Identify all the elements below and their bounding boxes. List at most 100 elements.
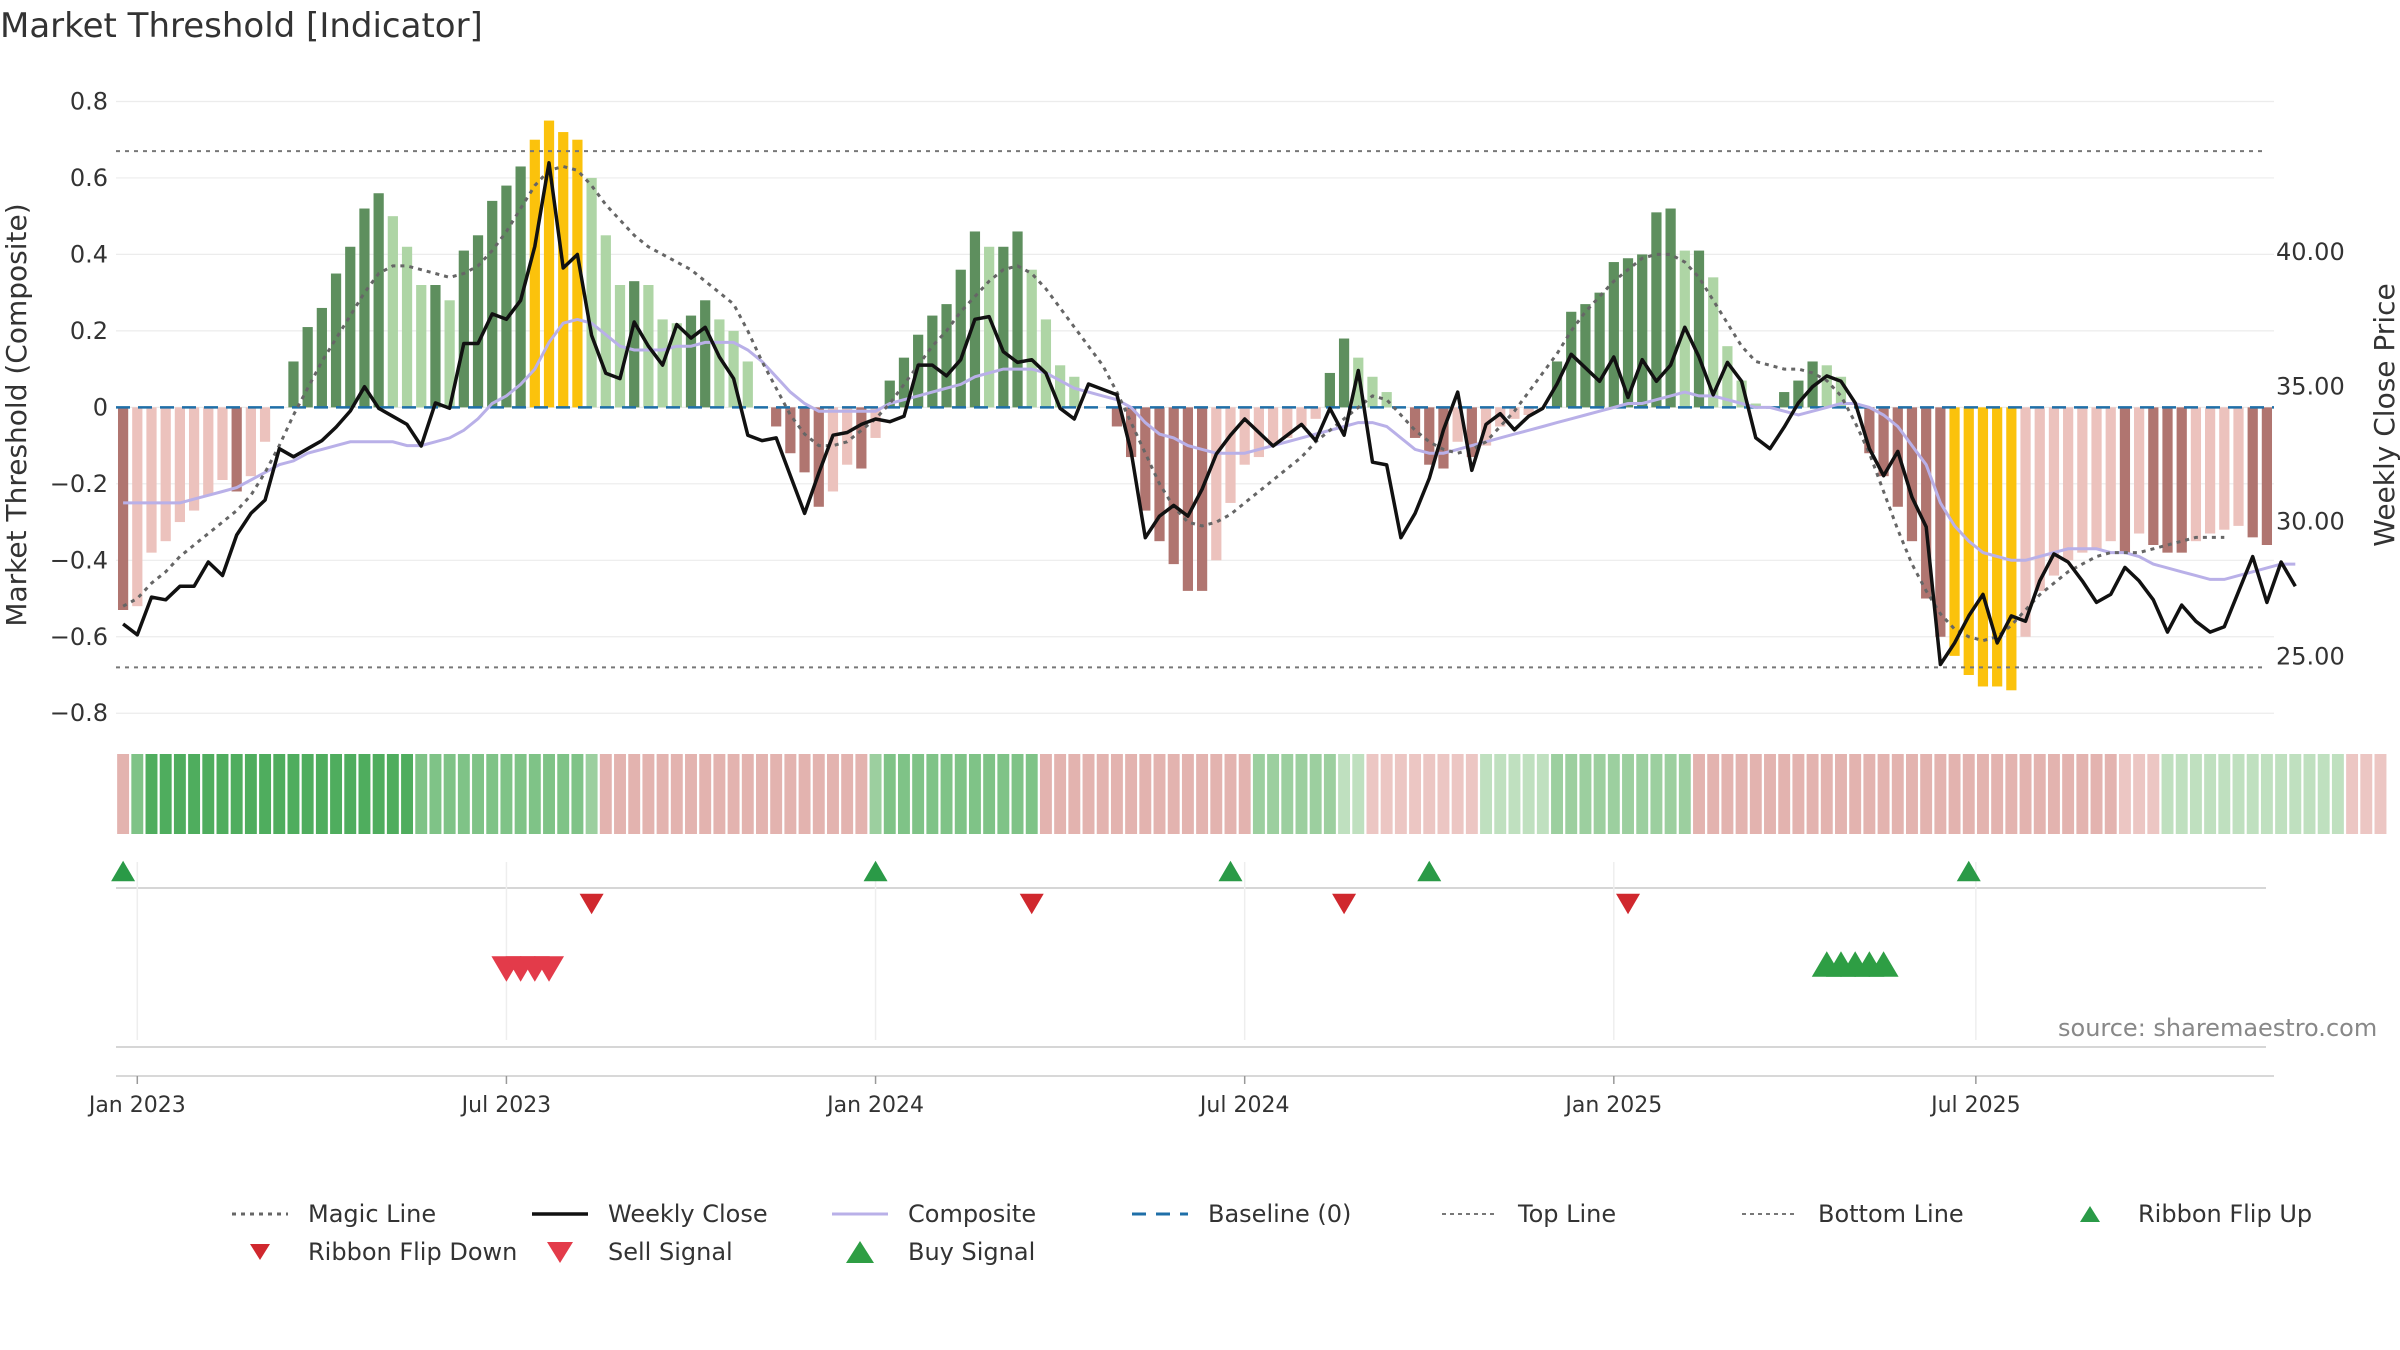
composite-bar xyxy=(188,407,200,511)
ribbon-cell xyxy=(1068,754,1081,834)
composite-bar xyxy=(387,216,398,408)
composite-bar xyxy=(1992,407,2003,687)
ribbon-cell xyxy=(2033,754,2046,834)
ribbon-cell xyxy=(500,754,513,834)
ribbon-cell xyxy=(685,754,697,834)
composite-bar xyxy=(1580,304,1591,408)
ribbon-cell xyxy=(883,754,896,834)
composite-bar xyxy=(1026,269,1037,408)
ribbon-cell xyxy=(159,754,172,834)
composite-bar xyxy=(1225,407,1236,503)
composite-bar xyxy=(1750,403,1761,408)
x-tick-label: Jul 2025 xyxy=(1929,1093,2021,1118)
ribbon-cell xyxy=(259,754,272,834)
ribbon-cell xyxy=(1636,754,1649,834)
ribbon-cell xyxy=(230,754,243,834)
composite-bar xyxy=(1196,407,1208,591)
composite-bar xyxy=(1921,407,1932,599)
ribbon-cell xyxy=(1835,754,1847,834)
ribbon-cell xyxy=(2232,754,2245,834)
composite-bar xyxy=(1622,258,1634,408)
composite-bar xyxy=(2063,407,2074,561)
ribbon-cell xyxy=(1508,754,1521,834)
legend-item: Sell Signal xyxy=(530,1238,733,1266)
buy-signal-marker xyxy=(1868,951,1899,977)
ribbon-cell xyxy=(1849,754,1862,834)
y2-axis-title: Weekly Close Price xyxy=(2368,283,2400,546)
legend-item: Buy Signal xyxy=(830,1238,1035,1266)
ribbon-cell xyxy=(1281,754,1294,834)
ribbon-cell xyxy=(2104,754,2117,834)
ribbon-cell xyxy=(273,754,286,834)
composite-bar xyxy=(1182,407,1194,591)
composite-bar xyxy=(1722,346,1733,408)
composite-bar xyxy=(1693,250,1705,408)
composite-bar xyxy=(515,166,526,408)
ribbon-cell xyxy=(2062,754,2075,834)
ribbon-cell xyxy=(1110,754,1123,834)
y-tick-label: −0.8 xyxy=(50,699,108,727)
ribbon-cell xyxy=(287,754,300,834)
ribbon-cell xyxy=(798,754,811,834)
legend-swatch xyxy=(2080,1206,2100,1222)
composite-bar xyxy=(629,281,640,408)
ribbon-flip-down-marker xyxy=(1019,893,1044,915)
composite-bar xyxy=(714,319,725,408)
composite-bar xyxy=(771,407,782,427)
composite-bar xyxy=(955,269,966,408)
y2-tick-label: 40.00 xyxy=(2276,238,2345,266)
composite-bar xyxy=(1438,407,1449,469)
ribbon-cell xyxy=(315,754,328,834)
legend-item: Weekly Close xyxy=(530,1200,768,1228)
ribbon-cell xyxy=(2019,754,2032,834)
composite-bar xyxy=(1310,407,1321,419)
ribbon-cell xyxy=(1678,754,1691,834)
composite-bar xyxy=(302,327,313,408)
y-tick-label: 0.8 xyxy=(70,87,108,115)
ribbon-cell xyxy=(216,754,229,834)
ribbon-cell xyxy=(358,754,371,834)
ribbon-flip-down-marker xyxy=(579,893,604,915)
composite-bar xyxy=(1126,407,1137,458)
ribbon-cell xyxy=(812,754,825,834)
composite-bar xyxy=(927,315,938,408)
ribbon-cell xyxy=(2303,754,2316,834)
ribbon-cell xyxy=(699,754,712,834)
ribbon-cell xyxy=(1579,754,1592,834)
composite-bar xyxy=(1296,407,1307,427)
composite-bar xyxy=(217,407,228,480)
ribbon-cell xyxy=(983,754,996,834)
ribbon-cell xyxy=(401,754,414,834)
ribbon-cell xyxy=(1352,754,1365,834)
line-series xyxy=(116,150,2297,669)
ribbon-cell xyxy=(2147,754,2160,834)
ribbon-cell xyxy=(2161,754,2174,834)
legend-swatch xyxy=(1442,1213,1498,1215)
ribbon-cell xyxy=(2360,754,2373,834)
ribbon-flip-up-marker xyxy=(111,860,136,882)
ribbon-cell xyxy=(1693,754,1705,834)
composite-bar xyxy=(1055,365,1066,408)
ribbon-cell xyxy=(1196,754,1209,834)
composite-bar xyxy=(1040,319,1052,408)
ribbon-cell xyxy=(2246,754,2259,834)
ribbon-cell xyxy=(202,754,215,834)
legend-label: Sell Signal xyxy=(608,1238,733,1266)
composite-bar xyxy=(1835,376,1847,408)
composite-bar xyxy=(984,246,995,408)
ribbon-cell xyxy=(344,754,357,834)
ribbon-flip-up-marker xyxy=(1417,860,1442,882)
ribbon-cell xyxy=(741,754,754,834)
ribbon-cell xyxy=(628,754,641,834)
composite-bar xyxy=(1324,372,1335,408)
ribbon-cell xyxy=(372,754,385,834)
composite-bar xyxy=(1807,361,1818,408)
y-tick-label: 0.2 xyxy=(70,317,108,345)
ribbon-cell xyxy=(2175,754,2188,834)
composite-bar xyxy=(373,193,384,408)
legend-label: Baseline (0) xyxy=(1208,1200,1352,1228)
ribbon-cell xyxy=(1139,754,1152,834)
composite-bar xyxy=(2034,407,2045,591)
composite-bar xyxy=(1211,407,1222,561)
composite-bar xyxy=(1154,407,1165,542)
